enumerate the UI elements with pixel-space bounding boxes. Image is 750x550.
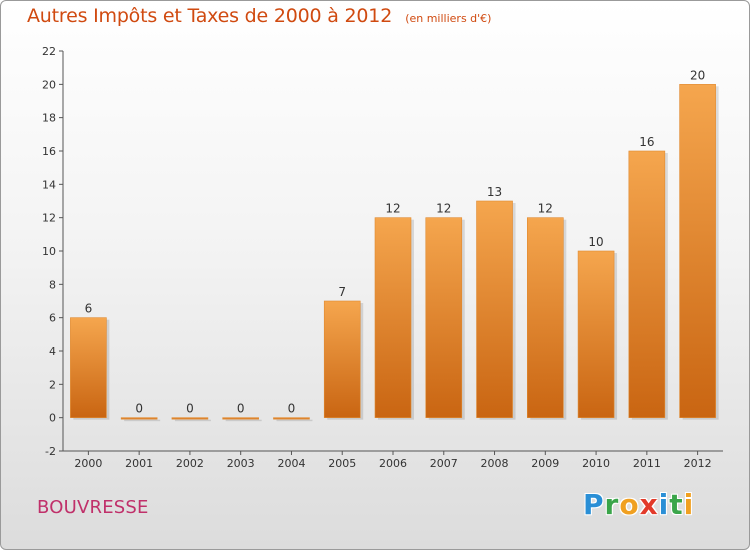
y-tick-label: 0: [49, 412, 56, 425]
bar-shadow: [124, 419, 161, 422]
x-tick-label-2004: 2004: [277, 457, 305, 470]
bar-2003: [222, 417, 259, 420]
bar-shadow: [225, 419, 262, 422]
logo-letter: P: [583, 488, 605, 521]
bar-2010: [577, 250, 615, 418]
data-label-2000: 6: [85, 302, 93, 316]
logo-letter: r: [604, 488, 620, 521]
x-tick-label-2005: 2005: [328, 457, 356, 470]
x-tick-label-2002: 2002: [176, 457, 204, 470]
data-label-2002: 0: [186, 402, 194, 416]
data-label-2004: 0: [288, 402, 296, 416]
data-label-2011: 16: [639, 135, 654, 149]
chart-title: Autres Impôts et Taxes de 2000 à 2012: [27, 5, 393, 27]
x-tick-label-2003: 2003: [227, 457, 255, 470]
chart-title-row: Autres Impôts et Taxes de 2000 à 2012 (e…: [27, 7, 491, 26]
commune-name: BOUVRESSE: [37, 497, 149, 518]
proxiti-logo: Proxiti: [583, 488, 694, 521]
data-label-2005: 7: [338, 285, 346, 299]
x-tick-label-2001: 2001: [125, 457, 153, 470]
logo-letter: o: [619, 488, 640, 521]
y-tick-label: 4: [49, 345, 56, 358]
y-tick-label: 12: [42, 212, 56, 225]
bar-2005: [323, 300, 361, 418]
x-tick-label-2010: 2010: [582, 457, 610, 470]
data-label-2001: 0: [135, 402, 143, 416]
y-tick-label: 22: [42, 45, 56, 58]
bar-2012: [679, 84, 716, 418]
data-label-2006: 12: [385, 202, 400, 216]
y-tick-label: -2: [45, 445, 56, 458]
bar-2001: [120, 417, 158, 420]
bar-2009: [527, 217, 564, 418]
x-tick-label-2011: 2011: [633, 457, 661, 470]
x-tick-label-2006: 2006: [379, 457, 407, 470]
logo-letter: i: [683, 488, 695, 521]
bar-2004: [273, 417, 310, 420]
y-tick-label: 14: [42, 178, 56, 191]
y-tick-label: 8: [49, 278, 56, 291]
y-tick-label: 2: [49, 378, 56, 391]
x-tick-label-2012: 2012: [684, 457, 712, 470]
bar-shadow: [276, 419, 313, 422]
y-tick-label: 6: [49, 312, 56, 325]
x-tick-label-2000: 2000: [74, 457, 102, 470]
data-label-2009: 12: [538, 202, 553, 216]
data-label-2012: 20: [690, 68, 705, 82]
bar-2008: [476, 200, 513, 418]
bar-shadow: [174, 419, 211, 422]
logo-letter: t: [669, 488, 684, 521]
x-tick-label-2008: 2008: [481, 457, 509, 470]
y-tick-label: 10: [42, 245, 56, 258]
y-tick-label: 18: [42, 112, 56, 125]
data-label-2010: 10: [588, 235, 603, 249]
logo-letter: i: [658, 488, 670, 521]
y-tick-label: 16: [42, 145, 56, 158]
x-tick-label-2007: 2007: [430, 457, 458, 470]
data-label-2008: 13: [487, 185, 502, 199]
data-label-2007: 12: [436, 202, 451, 216]
bar-2000: [70, 317, 107, 418]
logo-letter: x: [639, 488, 659, 521]
bar-2002: [171, 417, 209, 420]
data-label-2003: 0: [237, 402, 245, 416]
chart-unit: (en milliers d'€): [405, 12, 492, 25]
x-tick-label-2009: 2009: [531, 457, 559, 470]
y-tick-label: 20: [42, 78, 56, 91]
bar-2011: [628, 150, 666, 418]
bar-2006: [374, 217, 412, 418]
bar-2007: [425, 217, 463, 418]
